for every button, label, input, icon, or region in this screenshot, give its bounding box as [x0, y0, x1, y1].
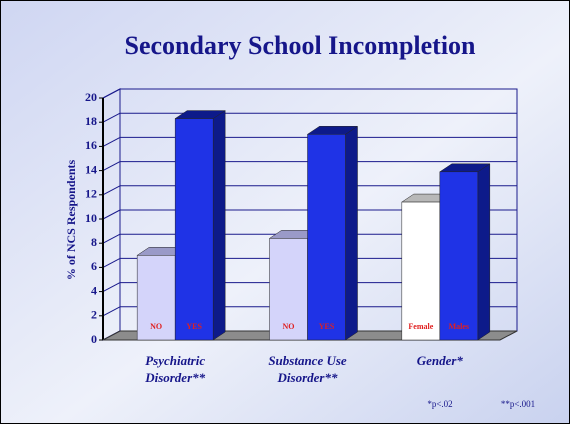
grid-line: [102, 282, 121, 293]
bar-side: [477, 163, 491, 341]
bar-front: [269, 238, 308, 341]
y-tick-label: 14: [85, 162, 97, 176]
y-tick-label: 12: [85, 187, 97, 201]
y-axis-title: % of NCS Respondents: [64, 159, 78, 280]
y-tick-label: 6: [91, 259, 97, 273]
grid-line: [102, 112, 121, 123]
footnote: *p<.02: [427, 399, 452, 409]
x-tick-label: Substance Use Disorder**: [268, 353, 347, 385]
y-tick-label: 2: [91, 308, 97, 322]
chart-title: Secondary School Incompletion: [124, 31, 476, 60]
bar-front: [136, 255, 176, 341]
bar: [306, 125, 359, 341]
y-tick-label: 8: [91, 235, 97, 249]
bar-front: [307, 134, 346, 341]
grid-line: [102, 161, 121, 172]
grid-line: [102, 185, 121, 196]
bar-label: YES: [186, 322, 202, 331]
y-tick-label: 20: [85, 90, 97, 104]
x-tick-label: Gender*: [417, 353, 464, 368]
grid-line: [102, 209, 121, 220]
bar-label: Female: [408, 322, 433, 331]
grid-line: [102, 136, 121, 147]
y-tick-label: 10: [85, 211, 97, 225]
bar: [174, 110, 226, 341]
grid-line: [102, 233, 121, 244]
bar-label: Males: [449, 322, 469, 331]
x-tick-label: Psychiatric Disorder**: [144, 353, 205, 385]
bar-side: [345, 125, 358, 341]
y-tick-label: 0: [91, 332, 97, 346]
bar-label: YES: [319, 322, 335, 331]
footnote: **p<.001: [501, 399, 535, 409]
x-tick-label-line: Disorder**: [144, 370, 205, 385]
bar-label: NO: [283, 322, 295, 331]
bar-side: [212, 110, 226, 341]
y-tick-label: 16: [85, 138, 97, 152]
grid-line: [102, 257, 121, 268]
grid-line: [102, 306, 121, 317]
bar-front: [401, 201, 441, 341]
x-tick-label-line: Substance Use: [268, 353, 347, 368]
y-tick-label: 18: [85, 114, 97, 128]
bar-front: [174, 118, 214, 341]
x-tick-label-line: Disorder**: [277, 370, 338, 385]
grid-line: [102, 88, 121, 99]
x-tick-label-line: Psychiatric: [145, 353, 205, 368]
bar-label: NO: [150, 322, 162, 331]
bar: [439, 163, 491, 341]
bar-front: [439, 171, 479, 341]
y-tick-label: 4: [91, 283, 97, 297]
